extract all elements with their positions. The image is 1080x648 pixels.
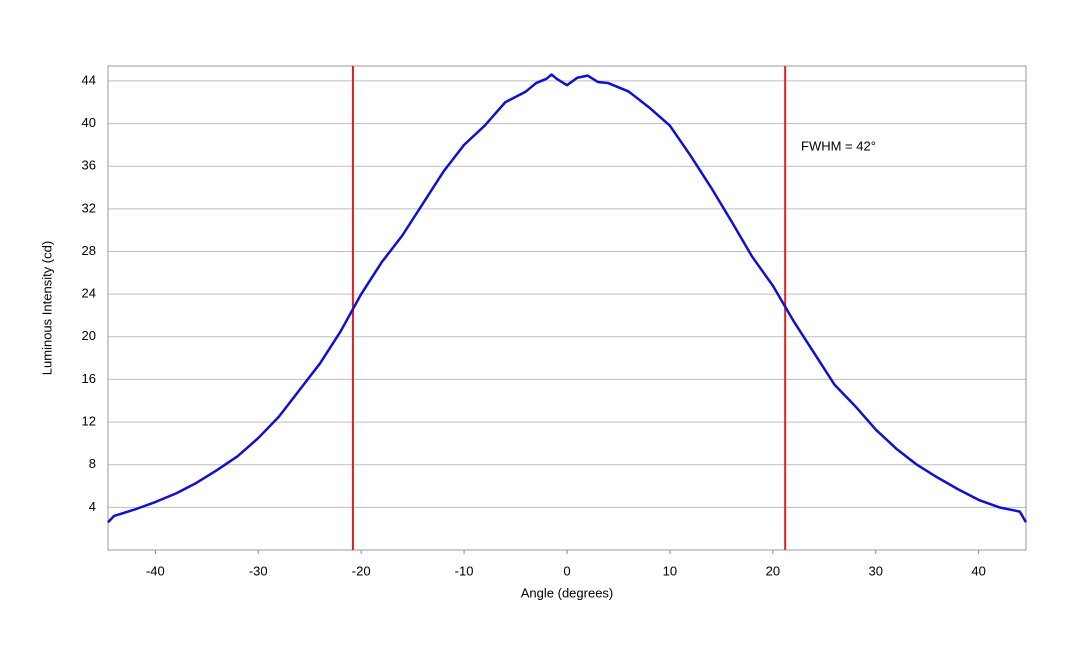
x-tick-label: -40 bbox=[146, 563, 165, 578]
data-line bbox=[107, 73, 1028, 524]
x-tick-label: 30 bbox=[869, 563, 883, 578]
y-tick-label: 20 bbox=[82, 328, 96, 343]
x-tick-label: -30 bbox=[249, 563, 268, 578]
y-tick-label: 4 bbox=[89, 499, 96, 514]
y-axis-label: Luminous Intensity (cd) bbox=[39, 241, 54, 375]
y-tick-label: 40 bbox=[82, 115, 96, 130]
y-tick-label: 32 bbox=[82, 200, 96, 215]
plot-frame bbox=[107, 65, 1027, 551]
y-tick-label: 28 bbox=[82, 243, 96, 258]
y-tick-label: 16 bbox=[82, 371, 96, 386]
x-tick-label: -20 bbox=[352, 563, 371, 578]
x-tick-label: -10 bbox=[455, 563, 474, 578]
y-tick-label: 12 bbox=[82, 414, 96, 429]
x-tick-label: 20 bbox=[766, 563, 780, 578]
y-tick-label: 24 bbox=[82, 286, 96, 301]
x-tick-label: 10 bbox=[663, 563, 677, 578]
y-tick-label: 44 bbox=[82, 72, 96, 87]
x-tick-label: 40 bbox=[971, 563, 985, 578]
x-tick-label: 0 bbox=[563, 563, 570, 578]
y-tick-label: 36 bbox=[82, 158, 96, 173]
x-axis-label: Angle (degrees) bbox=[521, 585, 614, 600]
y-tick-label: 8 bbox=[89, 456, 96, 471]
annotation: FWHM = 42° bbox=[801, 138, 876, 153]
